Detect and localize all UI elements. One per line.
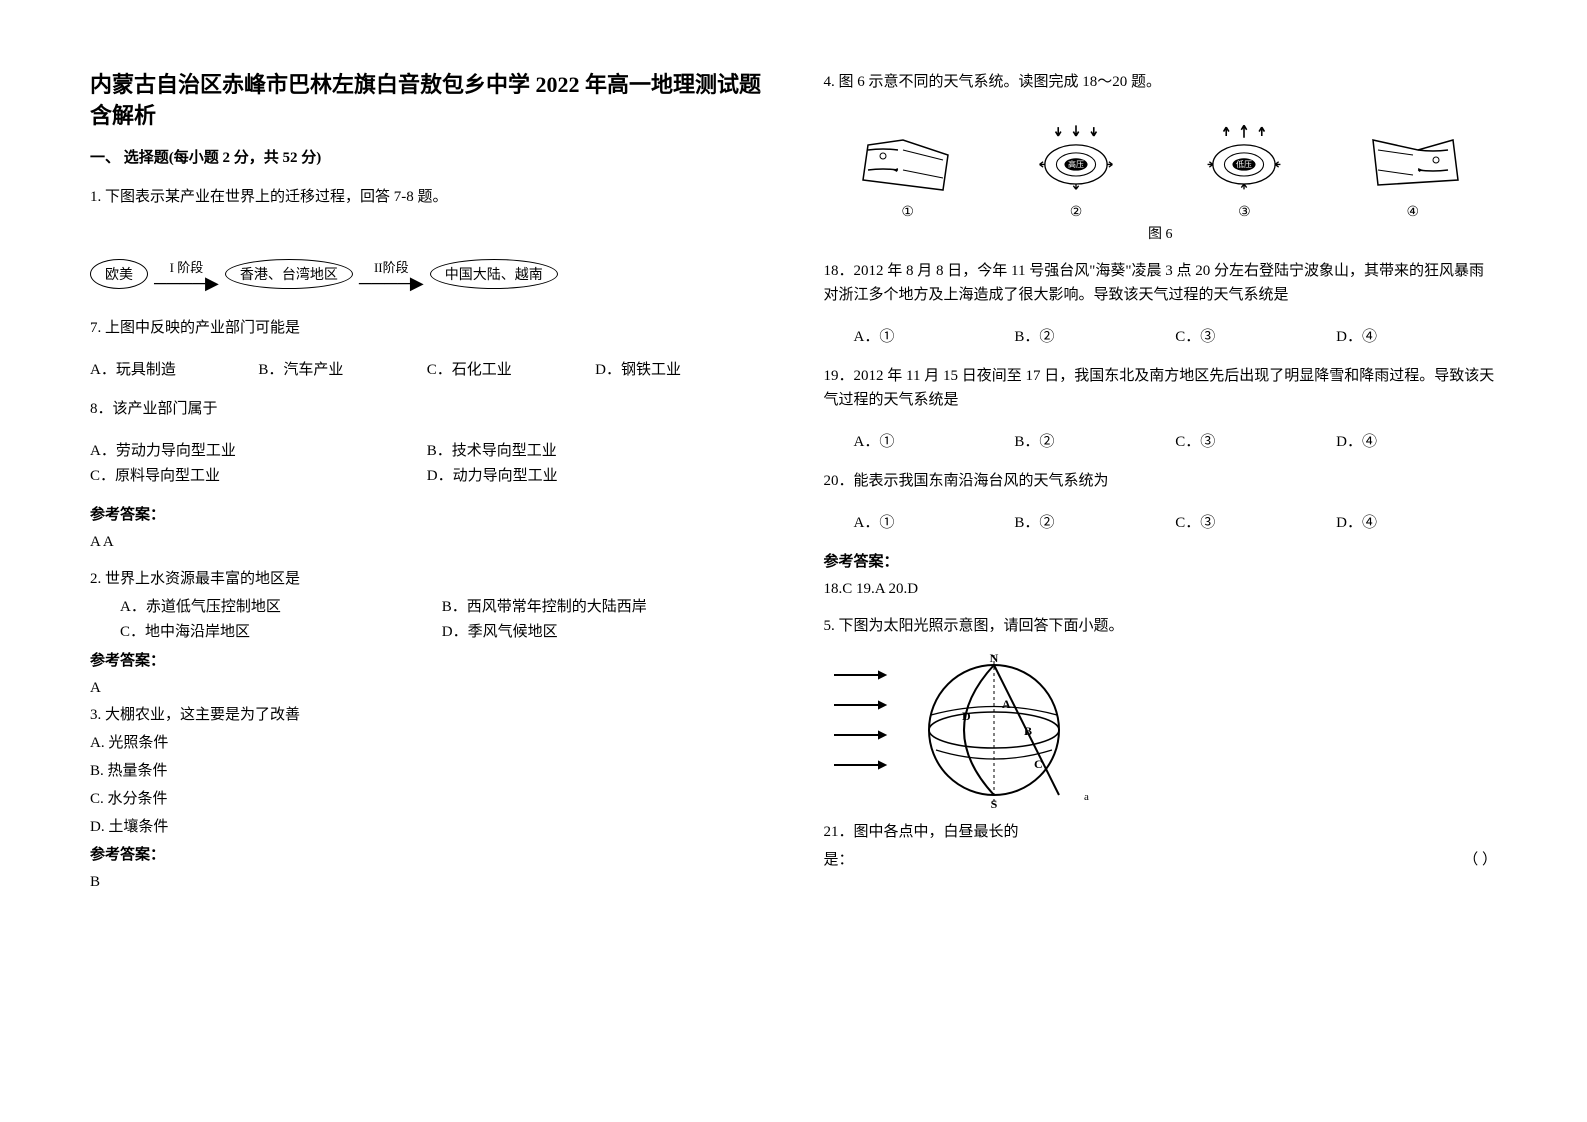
svg-text:a: a: [1084, 791, 1089, 803]
weather-diagram-row: 高压 低压: [824, 120, 1498, 200]
opt: A．①: [854, 430, 1015, 451]
opt: D．动力导向型工业: [427, 464, 764, 485]
q18-options: A．① B．② C．③ D．④: [824, 325, 1498, 346]
opt: C．③: [1175, 430, 1336, 451]
flow-arrow-2: II阶段 ────▶: [359, 257, 424, 292]
answer-heading: 参考答案：: [90, 649, 764, 670]
q8: 8．该产业部门属于: [90, 397, 764, 421]
opt: C．石化工业: [427, 358, 595, 379]
q20: 20．能表示我国东南沿海台风的天气系统为: [824, 469, 1498, 493]
svg-text:S: S: [990, 797, 997, 810]
q1-intro: 1. 下图表示某产业在世界上的迁移过程，回答 7-8 题。: [90, 185, 764, 209]
opt: A．①: [854, 511, 1015, 532]
answer-heading: 参考答案：: [824, 550, 1498, 571]
opt: A. 光照条件: [90, 731, 764, 755]
num: ③: [1238, 204, 1251, 221]
opt: A．①: [854, 325, 1015, 346]
opt: D．④: [1336, 430, 1497, 451]
svg-text:高压: 高压: [1068, 159, 1084, 169]
answer-1: A A: [90, 534, 764, 551]
q19: 19．2012 年 11 月 15 日夜间至 17 日，我国东北及南方地区先后出…: [824, 364, 1498, 412]
q8-row1: A．劳动力导向型工业 B．技术导向型工业: [90, 439, 764, 460]
weather-system-2: 高压: [1021, 120, 1131, 200]
svg-text:B: B: [1024, 724, 1032, 738]
opt: D．季风气候地区: [442, 620, 764, 641]
globe-diagram: N S D A B C a: [824, 650, 1498, 810]
flow-node-2: 香港、台湾地区: [225, 259, 353, 289]
opt: D．④: [1336, 325, 1497, 346]
answer-heading: 参考答案：: [90, 503, 764, 524]
opt: B. 热量条件: [90, 759, 764, 783]
q2-row2: C．地中海沿岸地区 D．季风气候地区: [90, 620, 764, 641]
q18: 18．2012 年 8 月 8 日，今年 11 号强台风"海葵"凌晨 3 点 2…: [824, 259, 1498, 307]
opt: B．②: [1014, 430, 1175, 451]
weather-number-row: ① ② ③ ④: [824, 204, 1498, 221]
flow-node-1: 欧美: [90, 259, 148, 289]
q21-line2: 是： （ ）: [824, 848, 1498, 872]
svg-text:D: D: [962, 709, 971, 723]
right-column: 4. 图 6 示意不同的天气系统。读图完成 18～20 题。: [824, 70, 1498, 1082]
q21-paren: （ ）: [1463, 848, 1497, 872]
opt: B．②: [1014, 325, 1175, 346]
doc-title: 内蒙古自治区赤峰市巴林左旗白音敖包乡中学 2022 年高一地理测试题含解析: [90, 70, 764, 132]
q4-intro: 4. 图 6 示意不同的天气系统。读图完成 18～20 题。: [824, 70, 1498, 94]
opt: B．西风带常年控制的大陆西岸: [442, 595, 764, 616]
flow-node-3: 中国大陆、越南: [430, 259, 558, 289]
answer-2: A: [90, 680, 764, 697]
arrow-icon: ────▶: [154, 274, 219, 292]
opt: B．汽车产业: [258, 358, 426, 379]
svg-text:C: C: [1034, 757, 1043, 771]
answer-heading: 参考答案：: [90, 843, 764, 864]
answer-3: B: [90, 874, 764, 891]
num: ①: [901, 204, 914, 221]
weather-caption: 图 6: [824, 223, 1498, 243]
section-heading: 一、 选择题(每小题 2 分，共 52 分): [90, 146, 764, 167]
weather-system-4: [1358, 120, 1468, 200]
q21-line1: 21．图中各点中，白昼最长的: [824, 820, 1498, 844]
q19-options: A．① B．② C．③ D．④: [824, 430, 1498, 451]
q21-text: 是：: [824, 848, 854, 872]
opt: B．技术导向型工业: [427, 439, 764, 460]
q5-intro: 5. 下图为太阳光照示意图，请回答下面小题。: [824, 614, 1498, 638]
opt: C．③: [1175, 325, 1336, 346]
opt: C．地中海沿岸地区: [120, 620, 442, 641]
weather-system-3: 低压: [1189, 120, 1299, 200]
opt: A．赤道低气压控制地区: [120, 595, 442, 616]
q20-options: A．① B．② C．③ D．④: [824, 511, 1498, 532]
flow-diagram: 欧美 I 阶段 ────▶ 香港、台湾地区 II阶段 ────▶ 中国大陆、越南: [90, 257, 764, 292]
arrow-icon: ────▶: [359, 274, 424, 292]
q3: 3. 大棚农业，这主要是为了改善: [90, 703, 764, 727]
opt: B．②: [1014, 511, 1175, 532]
q7: 7. 上图中反映的产业部门可能是: [90, 316, 764, 340]
opt: C. 水分条件: [90, 787, 764, 811]
opt: D. 土壤条件: [90, 815, 764, 839]
opt: A．劳动力导向型工业: [90, 439, 427, 460]
left-column: 内蒙古自治区赤峰市巴林左旗白音敖包乡中学 2022 年高一地理测试题含解析 一、…: [90, 70, 764, 1082]
svg-text:N: N: [989, 651, 998, 665]
opt: C．③: [1175, 511, 1336, 532]
opt: C．原料导向型工业: [90, 464, 427, 485]
num: ②: [1070, 204, 1083, 221]
svg-text:低压: 低压: [1236, 159, 1252, 169]
num: ④: [1407, 204, 1420, 221]
answer-4: 18.C 19.A 20.D: [824, 581, 1498, 598]
q2: 2. 世界上水资源最丰富的地区是: [90, 567, 764, 591]
flow-arrow-1: I 阶段 ────▶: [154, 257, 219, 292]
opt: A．玩具制造: [90, 358, 258, 379]
opt: D．钢铁工业: [595, 358, 763, 379]
q8-row2: C．原料导向型工业 D．动力导向型工业: [90, 464, 764, 485]
q7-options: A．玩具制造 B．汽车产业 C．石化工业 D．钢铁工业: [90, 358, 764, 379]
weather-system-1: [853, 120, 963, 200]
svg-text:A: A: [1002, 697, 1011, 711]
q2-row1: A．赤道低气压控制地区 B．西风带常年控制的大陆西岸: [90, 595, 764, 616]
opt: D．④: [1336, 511, 1497, 532]
